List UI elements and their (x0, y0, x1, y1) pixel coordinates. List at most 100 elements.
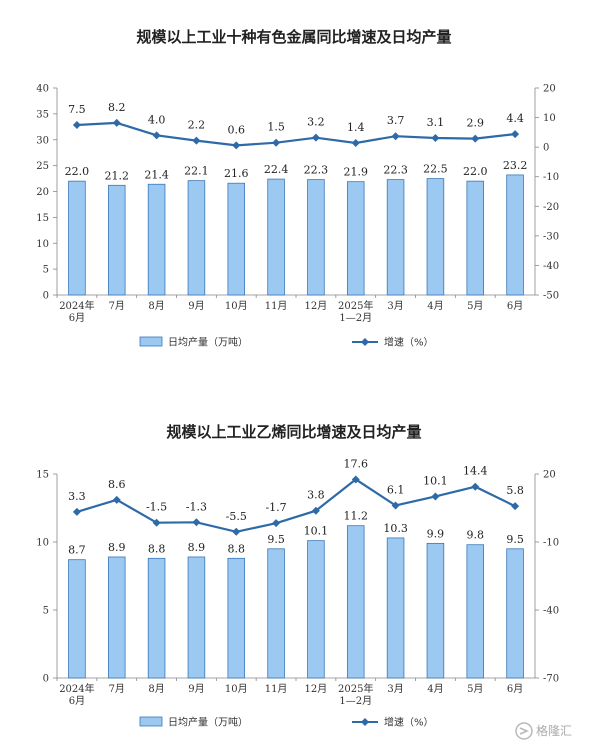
line-point (511, 502, 520, 511)
nonferrous-metals-chart: 规模以上工业十种有色金属同比增速及日均产量 0 5 10 15 20 25 30 35 40 -50… (36, 28, 559, 349)
bar (68, 559, 86, 679)
line-point (471, 482, 480, 491)
bar (426, 178, 445, 296)
line-point (391, 132, 400, 141)
line-point (511, 130, 520, 139)
bar (506, 548, 524, 679)
legend-bar-swatch (139, 336, 163, 347)
bar-value-label: 21.9 (344, 166, 369, 179)
line-value-label: 8.2 (108, 101, 126, 114)
bar-value-label: 10.1 (304, 525, 329, 538)
bar-value-label: 8.8 (148, 542, 166, 555)
right-tick-label: 10 (543, 113, 556, 124)
line-point (351, 475, 360, 484)
right-tick-label: -50 (543, 291, 559, 302)
category-label: 12月 (305, 683, 328, 695)
category-label: 8月 (148, 300, 164, 312)
bar (506, 174, 524, 296)
left-tick-label: 0 (43, 291, 49, 302)
chart-title: 规模以上工业乙烯同比增速及日均产量 (166, 423, 421, 441)
line-point (192, 136, 201, 145)
line-point (471, 134, 480, 143)
left-tick-label: 15 (36, 470, 49, 481)
line-point (272, 138, 281, 147)
right-tick-label: 0 (543, 143, 549, 154)
category-label: 11月 (265, 300, 288, 312)
bar-value-label: 10.3 (383, 522, 408, 535)
line-value-label: 5.8 (506, 484, 524, 497)
line-value-label: 0.6 (228, 123, 246, 136)
legend: 日均产量（万吨） 增速（%） (139, 716, 434, 729)
right-tick-label: 20 (543, 84, 556, 95)
left-tick-label: 10 (36, 538, 49, 549)
bar (307, 179, 325, 296)
left-tick-label: 15 (36, 213, 49, 224)
chart-title: 规模以上工业十种有色金属同比增速及日均产量 (136, 28, 451, 46)
watermark-text: 格隆汇 (536, 723, 572, 738)
category-label: 3月 (387, 300, 403, 312)
line-point (152, 518, 161, 527)
bar (307, 540, 325, 679)
bar (426, 542, 445, 679)
bar (227, 182, 246, 296)
bar (147, 183, 166, 296)
category-label: 10月 (225, 300, 248, 312)
bar-value-label: 9.5 (267, 533, 285, 546)
category-label: 10月 (225, 683, 248, 695)
legend: 日均产量（万吨） 增速（%） (139, 336, 434, 349)
line-point (112, 495, 121, 504)
line-value-label: 4.0 (148, 113, 166, 126)
legend-line-marker (361, 338, 369, 346)
line-value-label: 3.2 (307, 116, 325, 129)
bar-value-label: 9.9 (427, 527, 445, 540)
right-tick-label: -40 (543, 606, 559, 617)
line-point (112, 118, 121, 127)
legend-bar-swatch (139, 716, 163, 727)
legend-bar-label: 日均产量（万吨） (168, 336, 248, 349)
category-label: 6月 (507, 300, 523, 312)
bar (187, 180, 206, 296)
right-tick-label: -40 (543, 261, 559, 272)
line-point (72, 120, 81, 129)
right-tick-label: -70 (543, 674, 559, 685)
line-point (311, 506, 320, 515)
category-label: 8月 (148, 683, 164, 695)
line-value-label: 3.8 (307, 489, 325, 502)
bar-value-label: 8.7 (68, 544, 86, 557)
line-value-label: 2.2 (188, 119, 206, 132)
bar-value-label: 11.2 (344, 510, 369, 523)
left-tick-label: 25 (36, 161, 49, 172)
bar-value-label: 22.4 (264, 163, 289, 176)
line-value-label: 14.4 (463, 465, 488, 478)
line-value-label: -1.3 (186, 500, 207, 513)
bar-value-label: 8.9 (188, 541, 206, 554)
line-value-label: 4.4 (506, 112, 524, 125)
bar (346, 525, 365, 679)
bar-value-label: 21.4 (144, 168, 169, 181)
left-tick-label: 5 (43, 606, 49, 617)
category-label: 7月 (109, 300, 125, 312)
bar-value-label: 21.2 (105, 169, 130, 182)
bar-value-label: 22.5 (423, 163, 448, 176)
category-label: 5月 (467, 683, 483, 695)
category-label: 2024年 6月 (59, 299, 94, 324)
bar (107, 556, 126, 679)
line-value-label: -1.7 (265, 501, 286, 514)
line-value-label: -5.5 (226, 510, 247, 523)
category-label: 2024年 6月 (59, 682, 94, 707)
bar-value-label: 22.0 (463, 165, 488, 178)
category-label: 2025年 1—2月 (338, 299, 373, 324)
bar (346, 181, 365, 296)
line-point (391, 501, 400, 510)
bar (386, 537, 405, 679)
bar (466, 180, 485, 296)
watermark: 格隆汇 (515, 722, 572, 740)
line-value-label: -1.5 (146, 501, 167, 514)
bar (107, 184, 126, 296)
right-tick-label: -10 (543, 538, 559, 549)
right-tick-label: -20 (543, 202, 559, 213)
line-point (351, 139, 360, 148)
category-label: 9月 (188, 683, 204, 695)
bar (227, 557, 246, 679)
